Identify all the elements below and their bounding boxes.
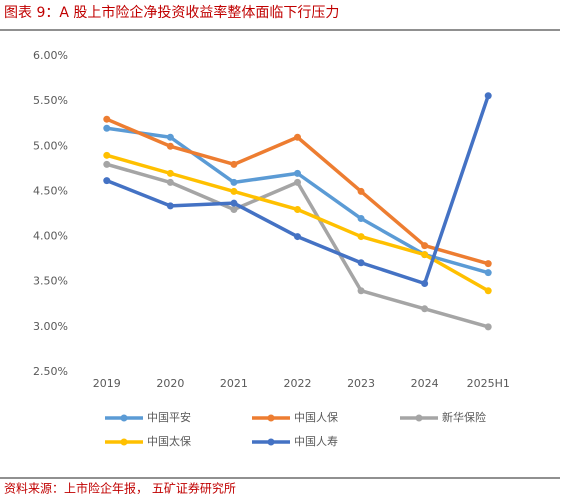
x-tick-label: 2020 — [156, 377, 184, 390]
data-point — [294, 133, 301, 141]
data-point — [166, 202, 174, 210]
data-point — [103, 115, 111, 123]
y-tick-label: 3.00% — [33, 320, 68, 333]
legend-label: 中国太保 — [147, 434, 191, 448]
data-point — [230, 187, 238, 195]
legend-marker — [415, 414, 423, 422]
data-point — [484, 269, 492, 277]
y-tick-label: 6.00% — [33, 49, 68, 62]
legend-label: 中国平安 — [147, 410, 191, 424]
data-point — [230, 178, 238, 186]
x-tick-label: 2022 — [284, 377, 312, 390]
data-point — [357, 259, 365, 267]
x-tick-label: 2019 — [93, 377, 121, 390]
data-point — [230, 160, 238, 168]
x-tick-label: 2021 — [220, 377, 248, 390]
data-point — [357, 233, 365, 241]
data-point — [230, 205, 238, 213]
data-point — [103, 177, 111, 185]
data-point — [166, 133, 174, 141]
y-tick-label: 5.00% — [33, 139, 68, 152]
data-point — [357, 287, 365, 295]
data-point — [357, 187, 365, 195]
y-tick-label: 2.50% — [33, 365, 68, 378]
data-point — [294, 178, 301, 186]
legend-marker — [267, 438, 275, 446]
data-point — [421, 242, 429, 250]
data-point — [421, 251, 429, 259]
data-point — [484, 287, 492, 295]
x-tick-label: 2023 — [347, 377, 375, 390]
data-point — [484, 92, 492, 100]
x-tick-label: 2024 — [411, 377, 439, 390]
y-tick-label: 5.50% — [33, 94, 68, 107]
data-point — [166, 178, 174, 186]
data-point — [103, 160, 111, 168]
data-point — [230, 199, 238, 207]
y-tick-label: 4.50% — [33, 184, 68, 197]
data-point — [166, 142, 174, 150]
data-point — [484, 323, 492, 331]
legend-marker — [120, 438, 128, 446]
data-point — [484, 260, 492, 268]
series-line — [106, 126, 489, 275]
data-point — [421, 305, 429, 313]
legend-marker — [120, 414, 128, 422]
x-tick-label: 2025H1 — [467, 377, 510, 390]
legend-marker — [267, 414, 275, 422]
series-line — [106, 117, 489, 266]
data-point — [103, 124, 111, 132]
data-point — [166, 169, 174, 177]
data-point — [294, 205, 301, 213]
legend-label: 新华保险 — [442, 410, 486, 424]
data-point — [421, 280, 429, 288]
legend-label: 中国人保 — [294, 410, 338, 424]
y-tick-label: 4.00% — [33, 230, 68, 243]
y-tick-label: 3.50% — [33, 275, 68, 288]
data-point — [294, 169, 301, 177]
data-point — [357, 215, 365, 223]
data-point — [103, 151, 111, 159]
data-point — [294, 233, 301, 241]
legend-label: 中国人寿 — [294, 434, 338, 448]
chart-title: 图表 9：A 股上市险企净投资收益率整体面临下行压力 — [4, 4, 339, 21]
source-note: 资料来源：上市险企年报， 五矿证券研究所 — [4, 481, 236, 496]
